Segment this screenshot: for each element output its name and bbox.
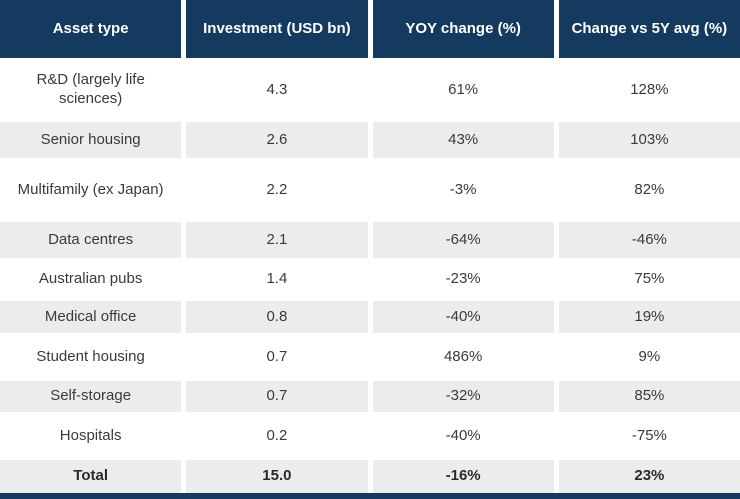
cell-change-vs-5y-avg: 85% [558,381,740,412]
cell-yoy-change: -23% [372,258,554,301]
table-row: Australian pubs 1.4 -23% 75% [0,258,740,301]
cell-asset-type: Senior housing [0,122,182,158]
cell-yoy-change: -32% [372,381,554,412]
cell-change-vs-5y-avg: 75% [558,258,740,301]
cell-asset-type: Data centres [0,222,182,258]
cell-asset-type: Student housing [0,333,182,381]
column-header-change-vs-5y-avg: Change vs 5Y avg (%) [558,0,740,58]
table-row: Multifamily (ex Japan) 2.2 -3% 82% [0,158,740,222]
cell-investment: 2.6 [186,122,368,158]
cell-asset-type: Self-storage [0,381,182,412]
column-header-yoy-change: YOY change (%) [372,0,554,58]
cell-investment: 0.2 [186,412,368,460]
cell-change-vs-5y-avg: 19% [558,301,740,333]
cell-investment: 0.7 [186,333,368,381]
cell-asset-type: Medical office [0,301,182,333]
cell-change-vs-5y-avg: -46% [558,222,740,258]
cell-yoy-change: -40% [372,412,554,460]
cell-yoy-change: 43% [372,122,554,158]
table-header-row: Asset type Investment (USD bn) YOY chang… [0,0,740,58]
cell-yoy-change: 61% [372,58,554,122]
cell-yoy-change: -64% [372,222,554,258]
table-bottom-border [0,493,740,499]
cell-investment: 4.3 [186,58,368,122]
column-header-asset-type: Asset type [0,0,182,58]
cell-yoy-change: -3% [372,158,554,222]
cell-change-vs-5y-avg: 103% [558,122,740,158]
cell-investment: 2.2 [186,158,368,222]
cell-change-vs-5y-avg: 82% [558,158,740,222]
cell-investment: 0.8 [186,301,368,333]
cell-investment: 1.4 [186,258,368,301]
cell-asset-type: Multifamily (ex Japan) [0,158,182,222]
cell-yoy-change: -16% [372,460,554,493]
cell-investment: 15.0 [186,460,368,493]
table-row: R&D (largely life sciences) 4.3 61% 128% [0,58,740,122]
cell-asset-type: Total [0,460,182,493]
table-row: Self-storage 0.7 -32% 85% [0,381,740,412]
table-row: Data centres 2.1 -64% -46% [0,222,740,258]
cell-asset-type: R&D (largely life sciences) [0,58,182,122]
table-row: Medical office 0.8 -40% 19% [0,301,740,333]
cell-asset-type: Australian pubs [0,258,182,301]
cell-investment: 2.1 [186,222,368,258]
cell-change-vs-5y-avg: -75% [558,412,740,460]
table-row: Senior housing 2.6 43% 103% [0,122,740,158]
cell-change-vs-5y-avg: 9% [558,333,740,381]
cell-yoy-change: -40% [372,301,554,333]
cell-change-vs-5y-avg: 128% [558,58,740,122]
cell-asset-type: Hospitals [0,412,182,460]
column-header-investment: Investment (USD bn) [186,0,368,58]
cell-investment: 0.7 [186,381,368,412]
cell-change-vs-5y-avg: 23% [558,460,740,493]
table-row: Hospitals 0.2 -40% -75% [0,412,740,460]
cell-yoy-change: 486% [372,333,554,381]
total-row: Total 15.0 -16% 23% [0,460,740,493]
table-row: Student housing 0.7 486% 9% [0,333,740,381]
